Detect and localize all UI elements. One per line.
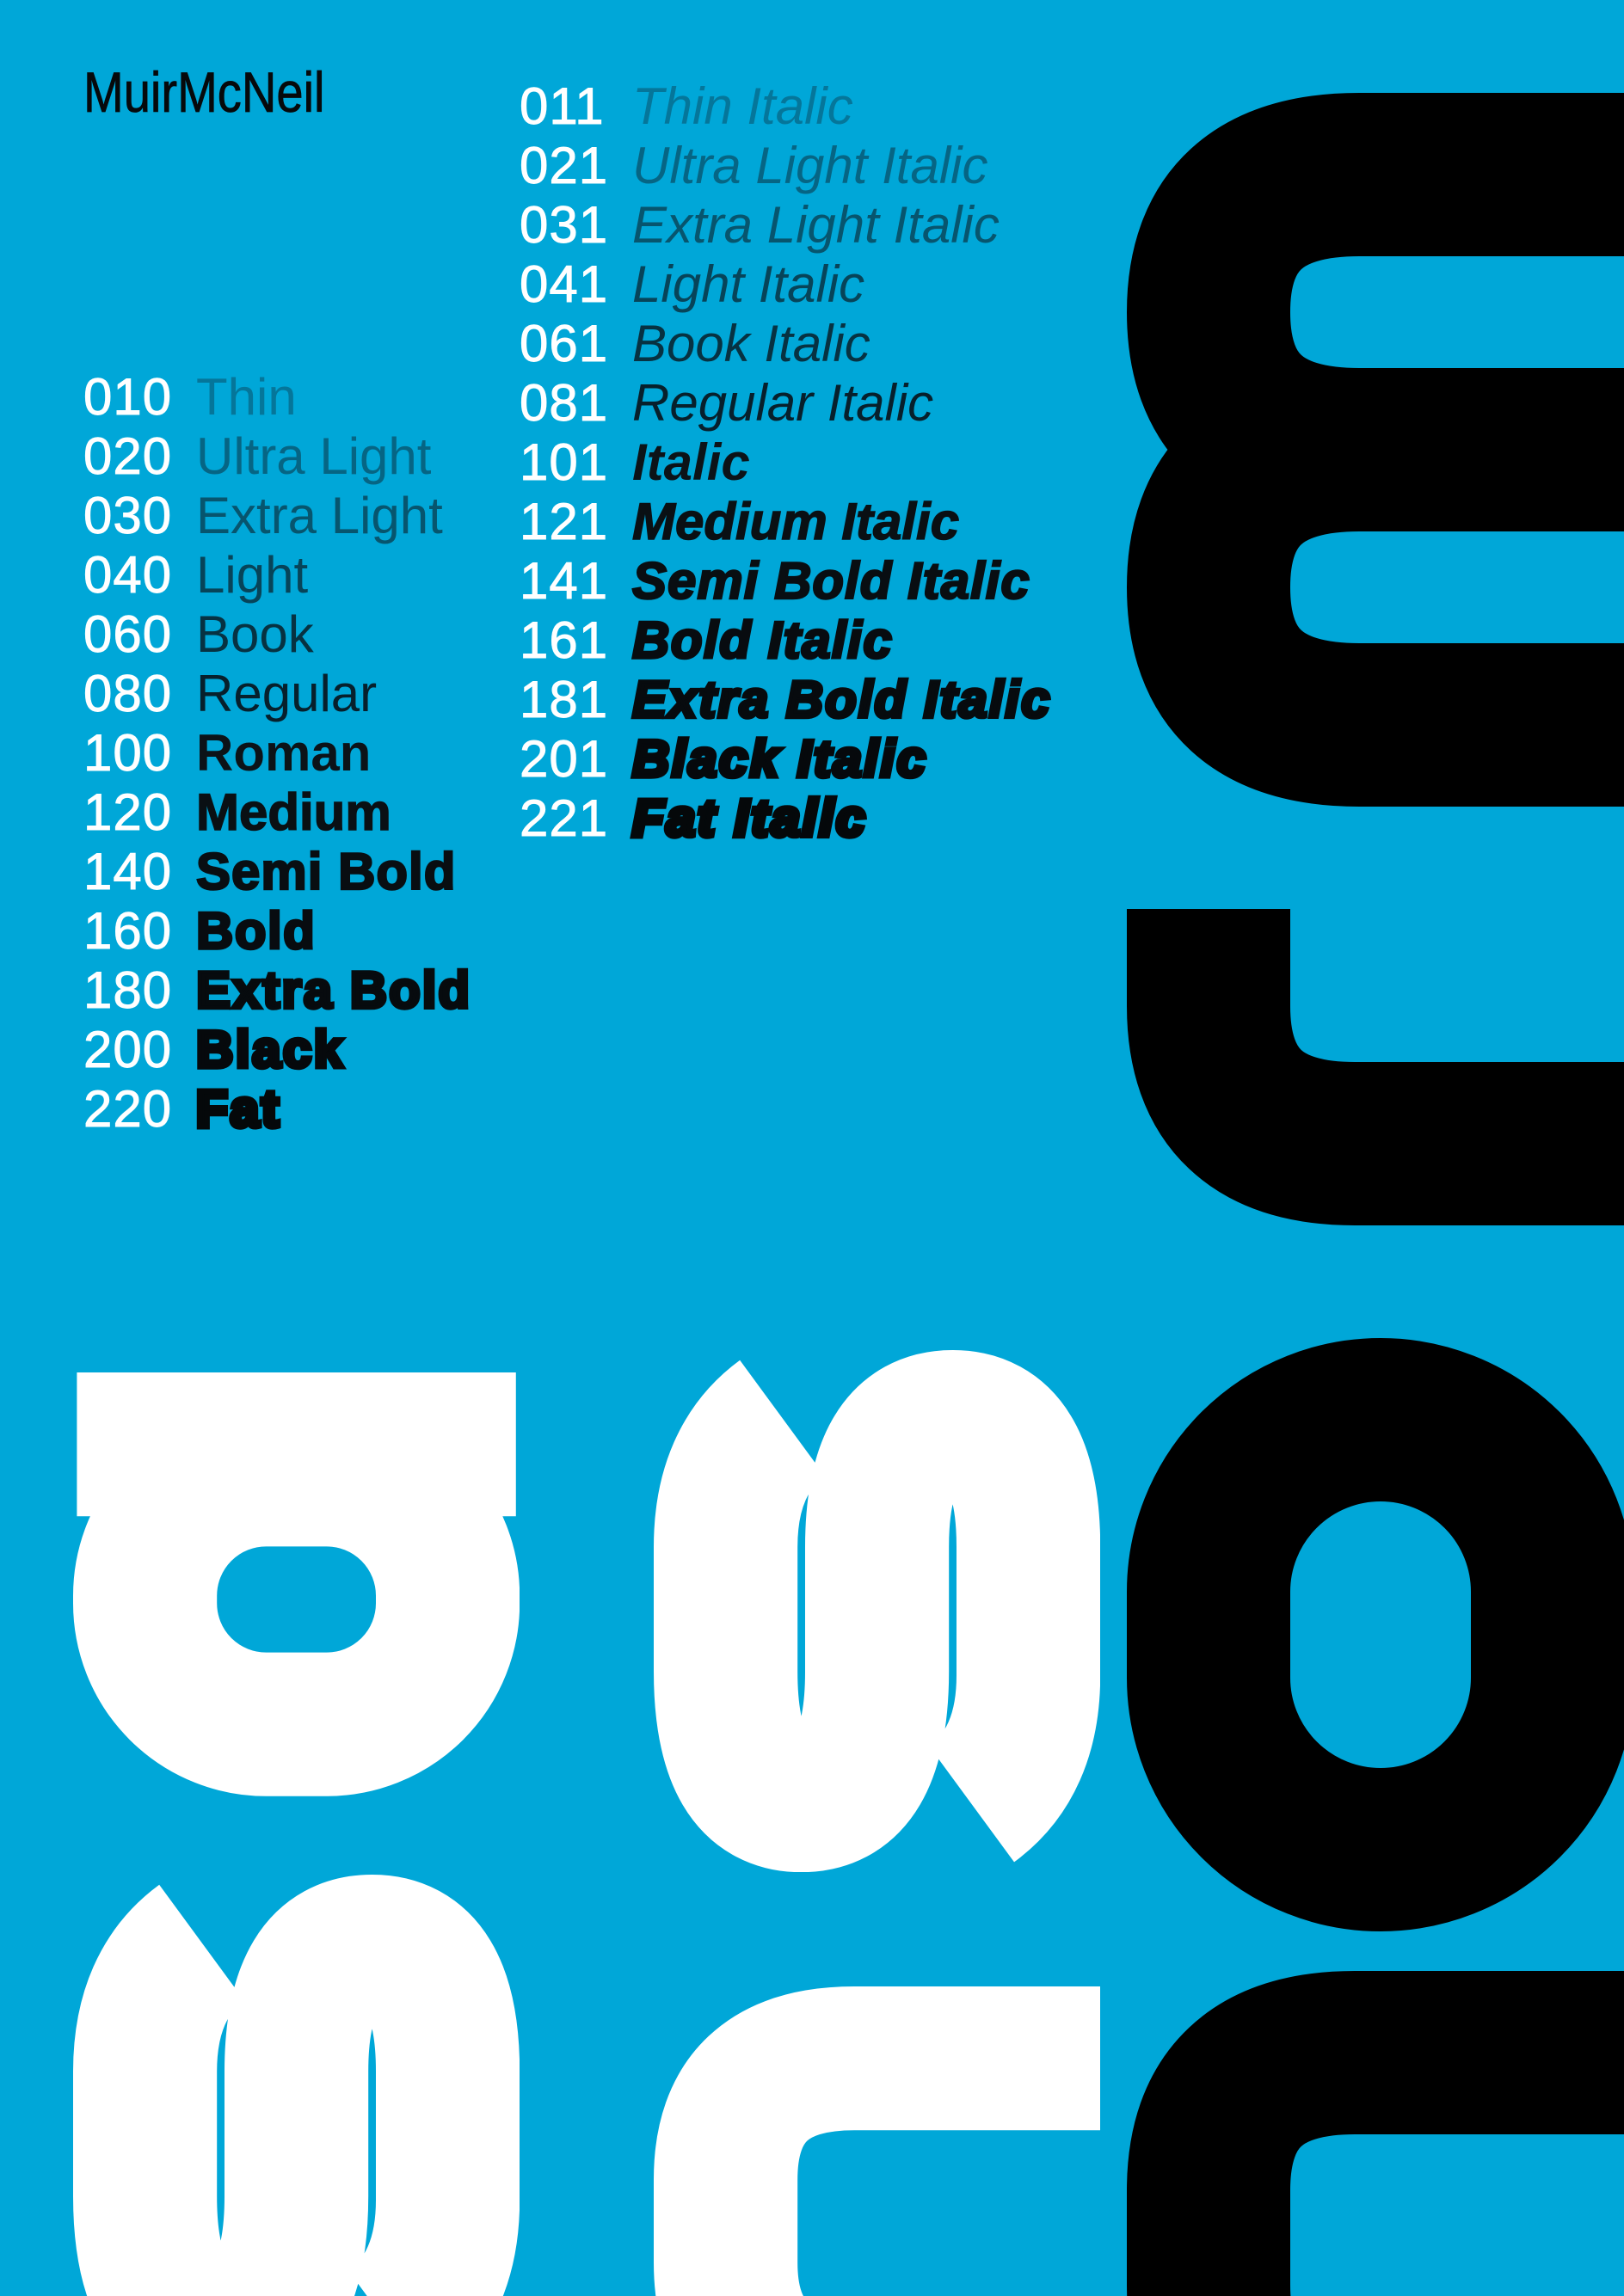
weight-name: Thin Italic — [632, 77, 853, 135]
weight-name: Book — [196, 605, 314, 663]
weight-name: Medium — [195, 783, 391, 841]
giant-letter-n — [1127, 1971, 1624, 2296]
weight-name: Bold Italic — [631, 611, 894, 669]
weight-code: 181 — [520, 671, 609, 728]
weight-name: Extra Light Italic — [632, 196, 1000, 254]
giant-letter-o — [1127, 1338, 1624, 1931]
weight-name: Light — [196, 546, 309, 604]
weight-name: Regular — [196, 665, 378, 722]
weight-code: 120 — [83, 783, 173, 841]
giant-letter-a — [73, 1372, 520, 1796]
giant-letter-m — [1127, 93, 1624, 807]
weight-code: 101 — [520, 433, 609, 491]
weight-name: Semi Bold — [195, 843, 457, 900]
weight-code: 141 — [520, 552, 609, 610]
weight-code: 161 — [520, 611, 609, 669]
giant-letter-s — [73, 1875, 520, 2296]
weight-code: 040 — [83, 546, 173, 604]
weight-name: Medium Italic — [631, 493, 960, 550]
weight-code: 081 — [520, 374, 609, 432]
weight-code: 160 — [83, 902, 173, 960]
weight-code: 010 — [83, 368, 173, 426]
weight-code: 100 — [83, 724, 173, 782]
weight-code: 201 — [520, 730, 609, 788]
weight-code: 061 — [520, 315, 609, 372]
weight-code: 021 — [520, 137, 609, 194]
weight-code: 180 — [83, 961, 173, 1019]
weight-name: Book Italic — [632, 315, 870, 372]
weight-code: 011 — [520, 77, 605, 135]
giant-letter-r — [1127, 909, 1624, 1225]
weight-name: Semi Bold Italic — [631, 552, 1030, 610]
weight-name: Ultra Light Italic — [632, 137, 988, 194]
weight-name: Italic — [632, 433, 750, 491]
weight-code: 041 — [520, 255, 609, 313]
weight-code: 221 — [520, 789, 609, 847]
muirmcneil-logo: MuirMcNeil — [83, 60, 325, 124]
weight-name: Extra Light — [196, 487, 443, 544]
weight-name: Black — [194, 1021, 345, 1078]
weight-name: Extra Bold — [194, 961, 472, 1019]
weight-code: 031 — [520, 196, 609, 254]
weight-code: 200 — [83, 1021, 173, 1078]
weight-name: Roman — [196, 724, 372, 782]
weight-name: Fat Italic — [630, 789, 868, 847]
giant-letter-n — [654, 1986, 1101, 2296]
weight-code: 080 — [83, 665, 173, 722]
weight-code: 121 — [520, 493, 609, 550]
weight-code: 220 — [83, 1080, 173, 1138]
weight-code: 030 — [83, 487, 173, 544]
weight-name: Thin — [196, 368, 297, 426]
weight-name: Ultra Light — [196, 427, 432, 485]
weight-code: 060 — [83, 605, 173, 663]
weight-code: 140 — [83, 843, 173, 900]
weight-code: 020 — [83, 427, 173, 485]
weight-name: Black Italic — [630, 730, 928, 788]
weight-name: Extra Bold Italic — [631, 671, 1052, 728]
weight-name: Light Italic — [632, 255, 865, 313]
weight-name: Bold — [194, 902, 317, 960]
weight-name: Fat — [194, 1080, 282, 1138]
weight-name: Regular Italic — [632, 374, 934, 432]
giant-letter-s — [654, 1350, 1101, 1873]
